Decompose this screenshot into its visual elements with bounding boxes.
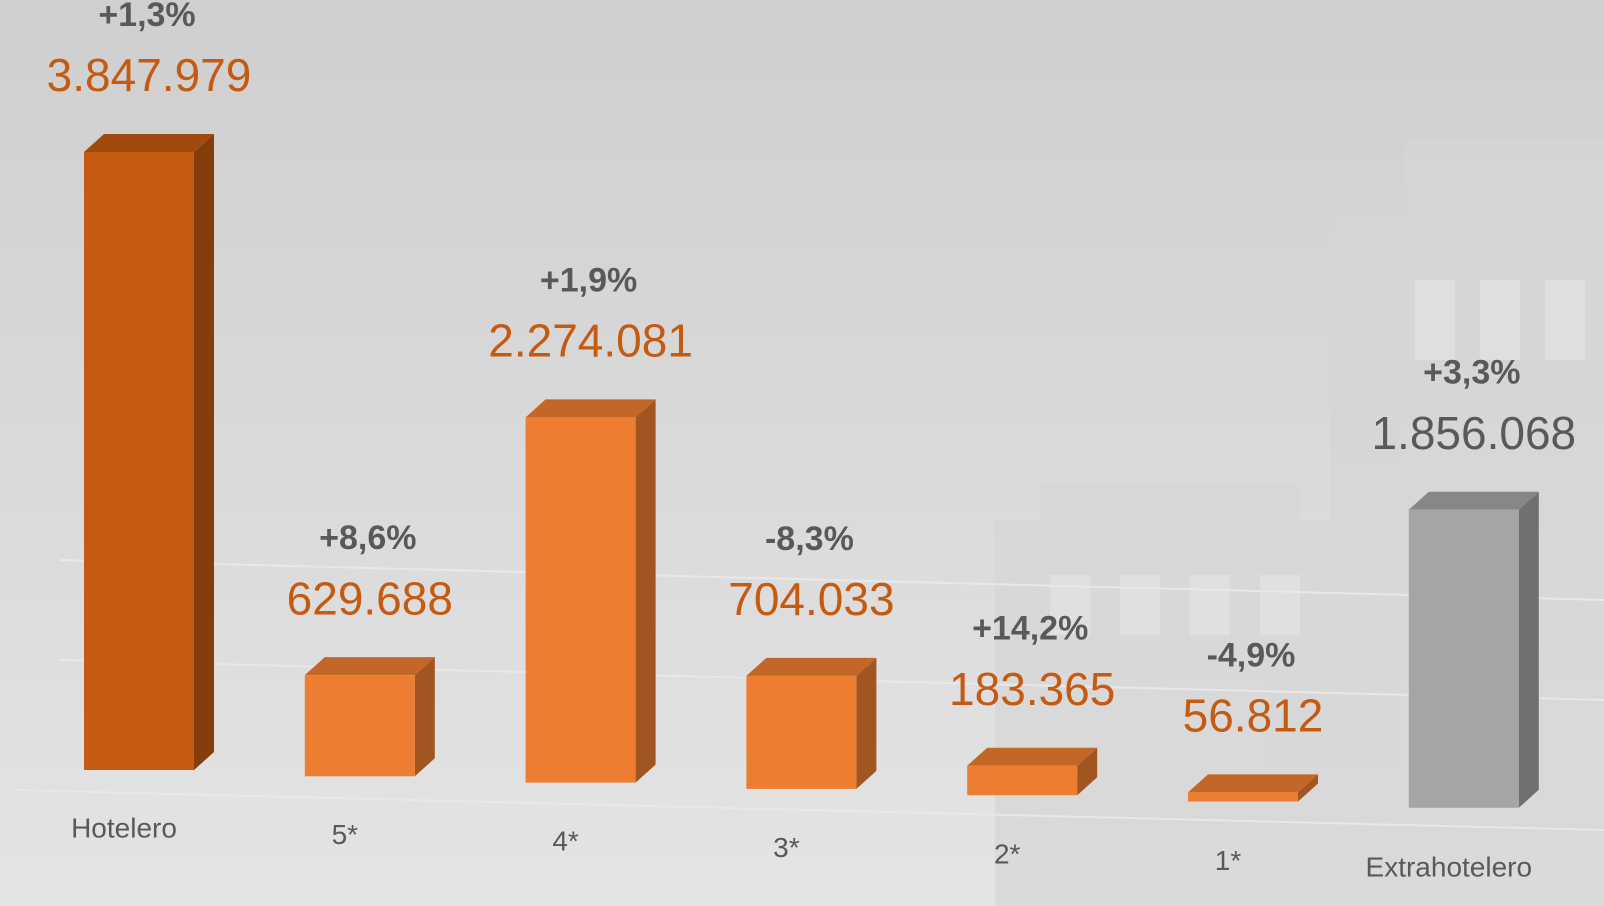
value-label: 2.274.081 (488, 315, 693, 367)
bar-front (525, 417, 636, 783)
bar (84, 134, 214, 770)
bar (1188, 774, 1318, 802)
bar-side (635, 399, 656, 783)
change-label: -4,9% (1207, 636, 1296, 674)
bar-side (1077, 747, 1098, 796)
bar (304, 657, 435, 777)
bar (1408, 491, 1539, 808)
bar-top (967, 747, 1098, 766)
category-label: 5* (332, 819, 359, 850)
bar-front (1188, 792, 1298, 802)
bar-front (1408, 509, 1519, 808)
change-label: +3,3% (1423, 354, 1520, 392)
bar-front (84, 152, 194, 770)
bar-side (1518, 491, 1539, 808)
bar-top (1408, 491, 1539, 510)
value-label: 1.856.068 (1371, 407, 1576, 459)
bar-side (1298, 774, 1318, 802)
bar-top (84, 134, 214, 152)
change-label: +8,6% (319, 519, 416, 557)
bar-front (746, 675, 857, 789)
change-label: +1,3% (98, 0, 195, 34)
bar-front (304, 675, 415, 777)
category-label: 3* (773, 832, 800, 863)
bar (746, 657, 877, 789)
change-label: +1,9% (540, 261, 637, 299)
bar-side (194, 134, 214, 770)
value-label: 183.365 (949, 663, 1115, 715)
category-label: Extrahotelero (1366, 851, 1533, 882)
value-label: 629.688 (287, 572, 453, 624)
change-label: -8,3% (765, 520, 854, 558)
building-windows (1050, 280, 1585, 635)
value-label: 3.847.979 (47, 49, 252, 101)
bar-side (414, 657, 435, 777)
change-label: +14,2% (972, 610, 1088, 648)
value-label: 704.033 (728, 573, 894, 625)
bar (967, 747, 1098, 796)
bar-front (967, 765, 1078, 796)
bar-top (304, 657, 435, 676)
bar-top (746, 657, 877, 676)
plot: 3.847.979 +1,3% Hotelero 629.688 +8,6% 5* 2.27… (47, 0, 1576, 882)
bar-side (856, 657, 877, 789)
category-label: 4* (552, 825, 579, 856)
category-label: 1* (1215, 845, 1242, 876)
category-label: Hotelero (71, 812, 177, 843)
bar-top (1188, 774, 1318, 793)
bar-top (525, 399, 656, 418)
bar (525, 399, 656, 783)
value-label: 56.812 (1183, 690, 1324, 742)
category-label: 2* (994, 838, 1021, 869)
